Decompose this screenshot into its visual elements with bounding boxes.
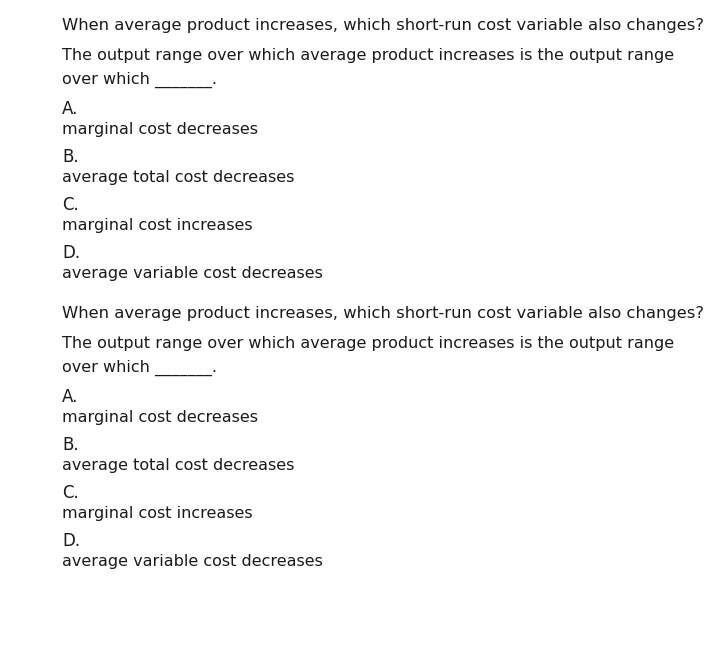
- Text: marginal cost increases: marginal cost increases: [62, 506, 253, 521]
- Text: marginal cost decreases: marginal cost decreases: [62, 122, 258, 137]
- Text: marginal cost decreases: marginal cost decreases: [62, 410, 258, 425]
- Text: average total cost decreases: average total cost decreases: [62, 170, 294, 185]
- Text: average variable cost decreases: average variable cost decreases: [62, 266, 323, 281]
- Text: B.: B.: [62, 436, 78, 454]
- Text: A.: A.: [62, 388, 78, 406]
- Text: B.: B.: [62, 148, 78, 166]
- Text: over which _______.: over which _______.: [62, 72, 217, 88]
- Text: The output range over which average product increases is the output range: The output range over which average prod…: [62, 48, 674, 63]
- Text: When average product increases, which short-run cost variable also changes?: When average product increases, which sh…: [62, 18, 704, 33]
- Text: average variable cost decreases: average variable cost decreases: [62, 554, 323, 569]
- Text: over which _______.: over which _______.: [62, 360, 217, 376]
- Text: D.: D.: [62, 532, 80, 550]
- Text: A.: A.: [62, 100, 78, 118]
- Text: The output range over which average product increases is the output range: The output range over which average prod…: [62, 336, 674, 351]
- Text: average total cost decreases: average total cost decreases: [62, 458, 294, 473]
- Text: D.: D.: [62, 244, 80, 262]
- Text: marginal cost increases: marginal cost increases: [62, 218, 253, 233]
- Text: C.: C.: [62, 484, 78, 502]
- Text: C.: C.: [62, 196, 78, 214]
- Text: When average product increases, which short-run cost variable also changes?: When average product increases, which sh…: [62, 306, 704, 321]
